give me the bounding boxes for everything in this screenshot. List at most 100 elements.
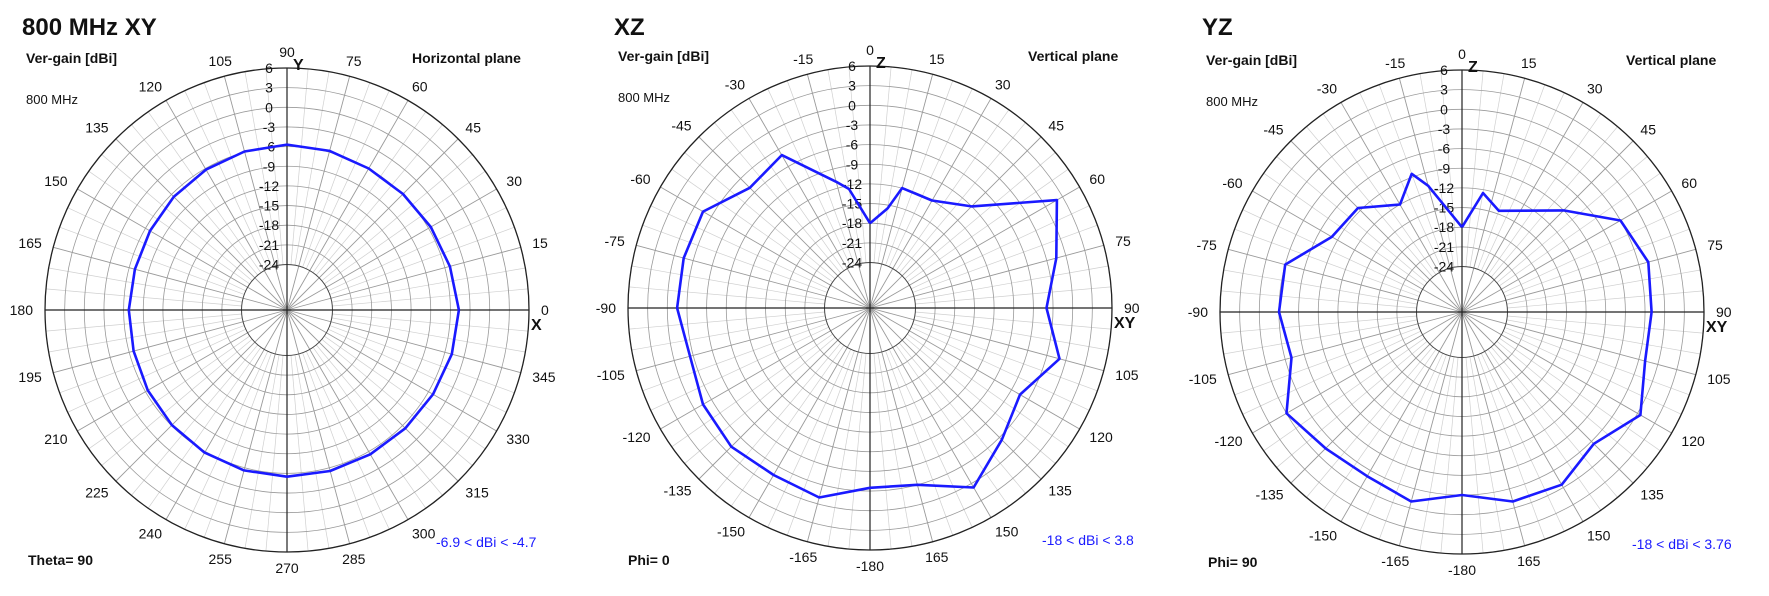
major-spoke <box>869 307 1080 430</box>
angle-label: 90 <box>1124 300 1140 316</box>
angle-label: -135 <box>664 482 692 498</box>
gain-pattern-line <box>1277 172 1653 503</box>
major-spoke <box>869 307 934 542</box>
angle-label: 165 <box>1517 553 1541 569</box>
angle-label: 15 <box>532 235 548 251</box>
angle-label: 300 <box>412 525 436 541</box>
radial-tick-label: 6 <box>848 58 856 74</box>
angle-label: 195 <box>18 369 42 385</box>
radial-tick-label: -3 <box>1438 121 1451 137</box>
angle-label: 150 <box>995 523 1019 539</box>
radial-tick-label: 6 <box>265 60 273 76</box>
major-spoke <box>115 138 288 311</box>
angle-label: 180 <box>10 302 34 318</box>
axis-letter-horizontal: XY <box>1706 319 1728 336</box>
angle-label: 315 <box>465 484 489 500</box>
major-spoke <box>223 309 288 544</box>
major-spoke <box>286 138 459 311</box>
angle-label: 90 <box>279 44 295 60</box>
plane-label: Horizontal plane <box>412 50 521 66</box>
angle-label: -45 <box>1263 122 1283 138</box>
radial-tick-label: -3 <box>263 119 276 135</box>
frequency-label: 800 MHz <box>1206 94 1259 109</box>
y-axis-label: Ver-gain [dBi] <box>618 48 710 64</box>
major-spoke <box>286 76 351 311</box>
radial-tick-label: -18 <box>842 215 862 231</box>
radial-tick-label: -6 <box>846 137 859 153</box>
angle-label: -180 <box>856 558 884 574</box>
major-spoke <box>698 307 871 480</box>
angle-label: 120 <box>1681 433 1705 449</box>
angle-label: 30 <box>995 77 1011 93</box>
radial-tick-label: -21 <box>1434 239 1454 255</box>
major-spoke <box>1290 140 1463 313</box>
angle-label: 135 <box>85 120 109 136</box>
radial-tick-label: -12 <box>259 178 279 194</box>
major-spoke <box>53 309 288 374</box>
angle-label: 30 <box>506 173 522 189</box>
major-spoke <box>1461 311 1672 434</box>
angle-label: -180 <box>1448 562 1476 578</box>
radial-tick-label: 6 <box>1440 62 1448 78</box>
angle-label: -60 <box>630 171 650 187</box>
major-spoke <box>869 98 992 309</box>
angle-label: 105 <box>209 53 233 69</box>
radial-tick-label: -15 <box>259 198 279 214</box>
major-spoke <box>869 136 1042 309</box>
angle-label: -150 <box>717 523 745 539</box>
angle-label: 345 <box>532 369 556 385</box>
major-spoke <box>869 186 1080 309</box>
major-spoke <box>77 188 288 311</box>
major-spoke <box>1461 311 1696 376</box>
y-axis-label: Ver-gain [dBi] <box>26 50 118 66</box>
angle-label: 105 <box>1707 371 1731 387</box>
angle-label: 60 <box>1089 171 1105 187</box>
angle-label: 0 <box>541 302 549 318</box>
major-spoke <box>636 244 871 309</box>
major-spoke <box>869 307 1042 480</box>
major-spoke <box>869 307 1104 372</box>
radial-tick-label: -9 <box>263 158 276 174</box>
angle-label: -30 <box>725 77 745 93</box>
major-spoke <box>869 307 992 518</box>
polar-chart-xy: 800 MHz XY Ver-gain [dBi] Horizontal pla… <box>0 0 590 596</box>
major-spoke <box>1340 311 1463 522</box>
radial-tick-label: -24 <box>1434 259 1454 275</box>
major-spoke <box>748 98 871 309</box>
major-spoke <box>1461 311 1584 522</box>
angle-label: -75 <box>605 233 625 249</box>
range-label: -6.9 < dBi < -4.7 <box>436 534 537 550</box>
radial-tick-label: -9 <box>1438 160 1451 176</box>
axis-letter-vertical: Z <box>1468 59 1478 76</box>
angle-label: 120 <box>1089 429 1113 445</box>
angle-label: -120 <box>623 429 651 445</box>
angle-label: 60 <box>412 79 428 95</box>
gain-pattern-line <box>127 143 461 479</box>
polar-plot: 630-3-6-9-12-15-18-21-240153045607590105… <box>10 44 556 576</box>
major-spoke <box>636 307 871 372</box>
chart-title: XZ <box>614 14 645 41</box>
major-spoke <box>286 309 497 432</box>
angle-label: -45 <box>671 118 691 134</box>
major-spoke <box>165 100 288 311</box>
radial-tick-label: 0 <box>265 99 273 115</box>
angle-label: 45 <box>465 120 481 136</box>
angle-label: 330 <box>506 431 530 447</box>
angle-label: 0 <box>1458 46 1466 62</box>
major-spoke <box>660 186 871 309</box>
radial-tick-label: -12 <box>842 176 862 192</box>
angle-label: 45 <box>1640 122 1656 138</box>
chart-title: YZ <box>1202 14 1233 41</box>
angle-label: -15 <box>793 51 813 67</box>
major-spoke <box>660 307 871 430</box>
major-spoke <box>223 76 288 311</box>
radial-tick-label: 3 <box>1440 82 1448 98</box>
major-spoke <box>748 307 871 518</box>
radial-tick-label: -18 <box>1434 219 1454 235</box>
chart-title: 800 MHz XY <box>22 14 157 41</box>
major-spoke <box>806 74 871 309</box>
range-label: -18 < dBi < 3.8 <box>1042 532 1134 548</box>
major-spoke <box>286 100 409 311</box>
angle-label: 150 <box>44 173 68 189</box>
major-spoke <box>869 244 1104 309</box>
